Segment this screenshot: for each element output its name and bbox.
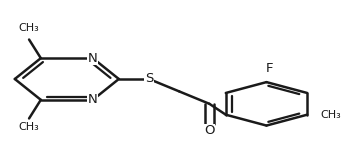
Text: S: S [145,73,153,85]
Text: CH₃: CH₃ [19,23,39,33]
Text: F: F [266,62,274,75]
Text: O: O [204,125,215,137]
Text: CH₃: CH₃ [321,110,341,120]
Text: N: N [88,52,98,65]
Text: CH₃: CH₃ [19,122,39,132]
Text: N: N [88,93,98,106]
